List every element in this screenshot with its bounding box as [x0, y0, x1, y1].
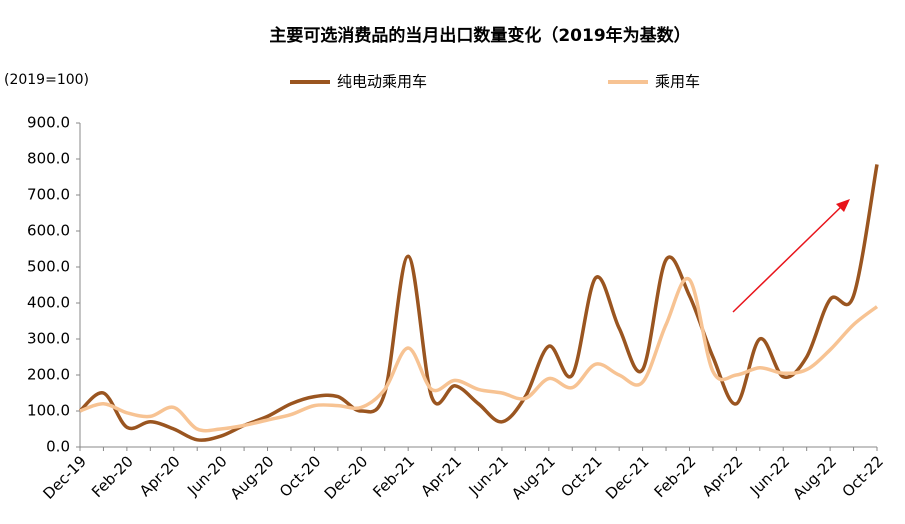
x-tick-label: Oct-20: [276, 452, 324, 500]
x-tick-label: Aug-20: [227, 452, 278, 503]
chart-title: 主要可选消费品的当月出口数量变化（2019年为基数）: [269, 25, 690, 46]
annotation-arrow: [732, 204, 844, 313]
x-tick-label: Apr-20: [136, 452, 184, 500]
y-tick-label: 800.0: [27, 150, 70, 168]
x-tick-label: Jun-20: [183, 452, 230, 499]
x-tick-label: Feb-20: [88, 452, 137, 501]
x-tick-label: Oct-21: [557, 452, 605, 500]
x-tick-label: Dec-21: [602, 452, 653, 503]
y-tick-label: 300.0: [27, 330, 70, 348]
y-tick-label: 400.0: [27, 294, 70, 312]
annotation-arrowhead: [836, 199, 850, 212]
y-tick-label: 600.0: [27, 222, 70, 240]
x-tick-label: Aug-22: [789, 452, 840, 503]
y-tick-label: 900.0: [27, 114, 70, 132]
x-tick-label: Feb-21: [369, 452, 418, 501]
x-tick-label: Apr-22: [699, 452, 747, 500]
x-tick-label: Dec-19: [39, 452, 90, 503]
y-axis-label: (2019=100): [4, 72, 89, 88]
x-tick-label: Apr-21: [417, 452, 465, 500]
y-tick-label: 500.0: [27, 258, 70, 276]
x-tick-label: Dec-20: [321, 452, 372, 503]
y-tick-label: 200.0: [27, 366, 70, 384]
x-tick-label: Jun-22: [746, 452, 793, 499]
y-tick-label: 100.0: [27, 402, 70, 420]
legend-label: 乘用车: [655, 73, 700, 91]
y-tick-label: 0.0: [46, 438, 70, 456]
y-tick-label: 700.0: [27, 186, 70, 204]
series-line: [79, 276, 879, 433]
series-line: [78, 164, 879, 442]
x-tick-label: Feb-22: [651, 452, 700, 501]
legend-label: 纯电动乘用车: [337, 73, 427, 91]
x-tick-label: Aug-21: [508, 452, 559, 503]
x-tick-label: Oct-22: [839, 452, 887, 500]
x-tick-label: Jun-21: [465, 452, 512, 499]
